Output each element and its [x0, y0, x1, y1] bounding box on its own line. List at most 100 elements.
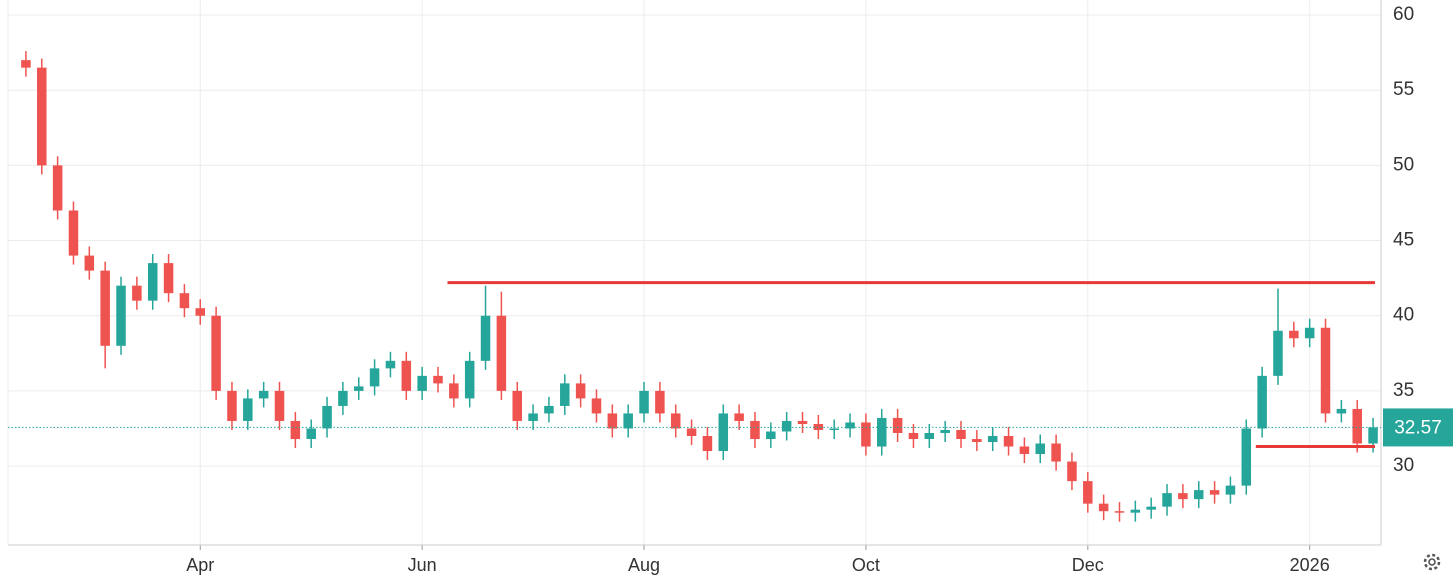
candle-body [195, 308, 206, 316]
x-tick-label: Jun [408, 555, 437, 575]
x-tick-label: 2026 [1290, 555, 1330, 575]
candle-body [560, 383, 570, 406]
candle-body [781, 420, 792, 432]
candle-body [1162, 493, 1172, 507]
x-tick-label: Dec [1072, 555, 1104, 575]
candle-body [1019, 446, 1030, 455]
y-tick-label: 30 [1393, 455, 1414, 476]
candle-body [1336, 408, 1347, 414]
y-tick-label: 35 [1393, 380, 1414, 401]
candle-body [845, 422, 855, 429]
candle-body [1067, 461, 1077, 482]
candle-body [908, 432, 919, 440]
candle-body [1289, 330, 1299, 339]
candle-body [1130, 509, 1141, 513]
candle-body [100, 270, 110, 346]
candle-body [1035, 443, 1046, 455]
candle-body [734, 413, 744, 421]
candle-body [1051, 443, 1061, 462]
candle-body [686, 428, 697, 436]
candle-body [147, 263, 158, 301]
candle-body [1304, 327, 1315, 339]
x-tick-label: Apr [186, 555, 214, 575]
candle-body [861, 422, 871, 447]
candle-body [607, 413, 618, 429]
candle-body [544, 405, 554, 414]
last-price-label: 32.57 [1394, 417, 1442, 438]
candle-body [1083, 481, 1093, 504]
candle-body [718, 413, 729, 452]
candle-body [639, 390, 649, 414]
candle-body [512, 390, 522, 421]
candle-body [243, 398, 253, 421]
candle-body [227, 390, 237, 421]
candle-body [1352, 408, 1362, 444]
candle-body [496, 315, 507, 391]
candle-body [84, 255, 95, 271]
candle-body [480, 315, 491, 361]
candle-body [1368, 427, 1378, 444]
candle-body [1146, 506, 1156, 510]
candle-body [37, 67, 47, 166]
candle-body [940, 429, 950, 433]
candle-body [1114, 511, 1125, 513]
candle-body [433, 375, 443, 384]
x-tick-label: Aug [628, 555, 660, 575]
x-tick-label: Oct [852, 555, 880, 575]
candle-body [575, 383, 586, 399]
y-tick-label: 40 [1393, 305, 1414, 326]
candle-body [417, 375, 427, 391]
y-tick-label: 55 [1393, 79, 1414, 100]
candle-body [877, 417, 887, 447]
candle-body [1241, 428, 1252, 486]
y-tick-label: 60 [1393, 4, 1414, 25]
candle-body [892, 417, 903, 433]
candle-body [369, 368, 380, 387]
candle-body [1273, 330, 1283, 376]
candle-body [163, 263, 174, 294]
candle-body [924, 432, 935, 440]
candle-body [623, 413, 633, 429]
candle-body [1209, 490, 1220, 495]
candle-body [829, 428, 839, 430]
candle-body [1320, 327, 1331, 414]
candle-body [766, 431, 776, 440]
candle-body [1225, 485, 1236, 495]
candle-body [338, 390, 348, 406]
candle-body [1257, 375, 1267, 429]
candle-body [211, 315, 221, 391]
candle-body [290, 420, 301, 440]
candle-body [1003, 436, 1014, 447]
candle-body [797, 420, 808, 424]
candle-body [702, 436, 713, 452]
candle-body [750, 420, 760, 440]
gear-hub [1428, 558, 1436, 566]
candle-body [655, 390, 665, 414]
candle-body [385, 360, 396, 369]
y-tick-label: 50 [1393, 154, 1414, 175]
candle-body [179, 293, 190, 309]
candle-body [1098, 503, 1109, 512]
candle-body [972, 439, 982, 443]
candle-body [464, 360, 475, 399]
candle-body [528, 413, 538, 421]
settings-icon[interactable] [1423, 553, 1441, 571]
candle-body [306, 428, 316, 440]
candle-body [68, 210, 79, 256]
candle-body [449, 383, 459, 399]
candle-body [322, 405, 332, 429]
candle-body [591, 398, 602, 414]
candle-body [401, 360, 412, 391]
candle-body [1178, 493, 1188, 500]
candle-body [132, 285, 142, 301]
candle-body [813, 423, 824, 430]
gear-teeth [1423, 553, 1441, 571]
candle-body [52, 165, 63, 211]
candle-body [274, 390, 285, 421]
candle-body [956, 429, 966, 440]
candle-body [1193, 490, 1204, 500]
last-price-box [1383, 408, 1453, 447]
y-tick-label: 45 [1393, 230, 1414, 251]
